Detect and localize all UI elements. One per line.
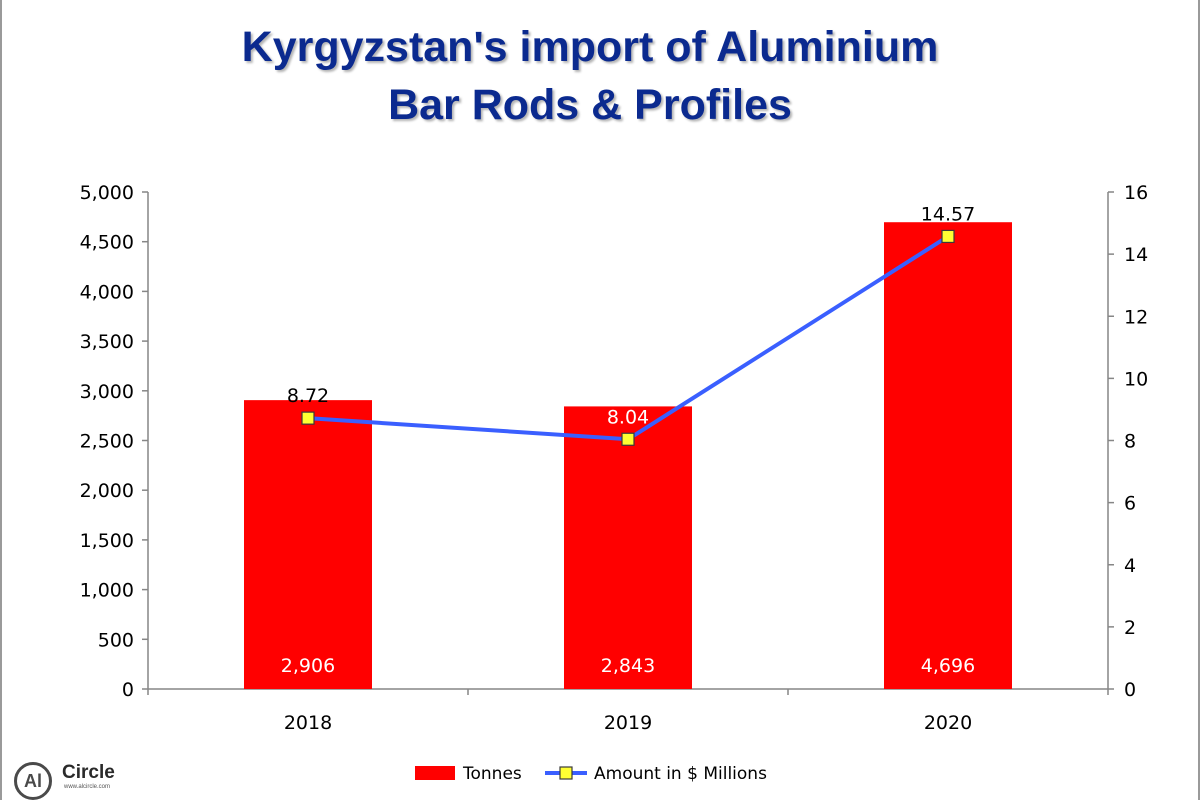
y-tick-left-label: 4,500 bbox=[80, 232, 134, 254]
y-tick-left-label: 3,500 bbox=[80, 331, 134, 353]
x-tick-label: 2018 bbox=[284, 712, 332, 734]
y-tick-right-label: 10 bbox=[1124, 368, 1148, 390]
bar-tonnes bbox=[564, 406, 692, 689]
y-tick-left-label: 1,500 bbox=[80, 530, 134, 552]
chart-title: Kyrgyzstan's import of Aluminium Bar Rod… bbox=[0, 18, 1180, 134]
y-tick-right-label: 8 bbox=[1124, 431, 1136, 453]
y-tick-left-label: 500 bbox=[98, 629, 134, 651]
legend-swatch-tonnes bbox=[415, 766, 455, 780]
bar-tonnes bbox=[244, 400, 372, 689]
y-tick-right-label: 14 bbox=[1124, 244, 1148, 266]
chart-title-line2: Bar Rods & Profiles bbox=[388, 81, 792, 129]
y-tick-right-label: 12 bbox=[1124, 306, 1148, 328]
bar-tonnes bbox=[884, 222, 1012, 690]
y-tick-right-label: 6 bbox=[1124, 493, 1136, 515]
y-tick-right-label: 2 bbox=[1124, 617, 1136, 639]
y-tick-left-label: 2,500 bbox=[80, 431, 134, 453]
y-tick-left-label: 4,000 bbox=[80, 281, 134, 303]
chart-title-line1: Kyrgyzstan's import of Aluminium bbox=[241, 23, 939, 71]
y-tick-right-label: 4 bbox=[1124, 555, 1136, 577]
logo-url: www.alcircle.com bbox=[64, 784, 111, 790]
x-tick-label: 2020 bbox=[924, 712, 972, 734]
logo-mark: Al bbox=[14, 762, 52, 800]
y-tick-left-label: 2,000 bbox=[80, 480, 134, 502]
line-data-label: 8.72 bbox=[287, 385, 329, 407]
bar-data-label: 2,843 bbox=[601, 655, 655, 677]
bar-data-label: 4,696 bbox=[921, 655, 975, 677]
line-data-label: 8.04 bbox=[607, 406, 649, 428]
bar-data-label: 2,906 bbox=[281, 655, 335, 677]
logo-name: Circle bbox=[62, 762, 115, 783]
legend-label-amount: Amount in $ Millions bbox=[594, 764, 767, 784]
legend-swatch-amount-marker bbox=[559, 766, 573, 780]
y-tick-right-label: 16 bbox=[1124, 182, 1148, 204]
legend-label-tonnes: Tonnes bbox=[462, 764, 522, 784]
alcircle-logo: Al Circle www.alcircle.com bbox=[6, 756, 116, 800]
line-marker bbox=[621, 432, 635, 446]
y-tick-left-label: 3,000 bbox=[80, 381, 134, 403]
y-tick-left-label: 1,000 bbox=[80, 580, 134, 602]
y-tick-left-label: 0 bbox=[122, 679, 134, 701]
y-tick-left-label: 5,000 bbox=[80, 182, 134, 204]
x-tick-label: 2019 bbox=[604, 712, 652, 734]
line-marker bbox=[941, 229, 955, 244]
line-marker bbox=[301, 411, 315, 425]
y-tick-right-label: 0 bbox=[1124, 679, 1136, 701]
line-data-label: 14.57 bbox=[921, 203, 975, 225]
